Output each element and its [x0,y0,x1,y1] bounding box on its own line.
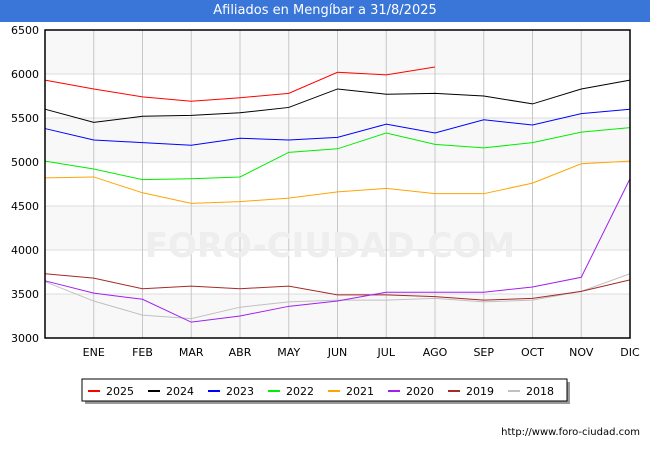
x-tick-label: MAR [179,346,204,359]
plot-border [44,29,631,339]
x-tick-label: DIC [620,346,640,359]
x-tick-label: ABR [229,346,252,359]
legend-label-2022: 2022 [286,385,314,398]
y-tick-label: 3000 [11,332,39,345]
legend-label-2024: 2024 [166,385,194,398]
series-line-2023 [44,108,631,146]
chart-title: Afiliados en Mengíbar a 31/8/2025 [0,0,650,22]
series-line-2025 [44,66,436,102]
series-line-2018 [44,273,631,320]
source-url[interactable]: http://www.foro-ciudad.com [501,427,640,438]
legend-label-2020: 2020 [406,385,434,398]
legend-label-2023: 2023 [226,385,254,398]
x-tick-label: SEP [473,346,494,359]
watermark: FORO-CIUDAD.COM [145,226,516,266]
legend-label-2018: 2018 [526,385,554,398]
y-tick-label: 5500 [11,112,39,125]
x-tick-label: JUN [327,346,348,359]
legend-box [81,378,568,402]
y-tick-label: 3500 [11,288,39,301]
x-tick-label: MAY [277,346,300,359]
series-line-2019 [44,273,631,301]
x-tick-label: NOV [569,346,594,359]
y-tick-label: 4500 [11,200,39,213]
x-tick-label: FEB [132,346,153,359]
y-tick-label: 6500 [11,24,39,37]
x-tick-label: OCT [521,346,544,359]
x-tick-label: ENE [83,346,105,359]
legend-label-2019: 2019 [466,385,494,398]
series-line-2024 [44,79,631,123]
y-tick-label: 6000 [11,68,39,81]
legend-label-2025: 2025 [106,385,134,398]
y-tick-label: 4000 [11,244,39,257]
y-tick-label: 5000 [11,156,39,169]
series-line-2022 [44,127,631,181]
series-line-2020 [44,178,631,323]
x-tick-label: JUL [377,346,396,359]
x-tick-label: AGO [423,346,448,359]
legend-label-2021: 2021 [346,385,374,398]
series-line-2021 [44,160,631,204]
